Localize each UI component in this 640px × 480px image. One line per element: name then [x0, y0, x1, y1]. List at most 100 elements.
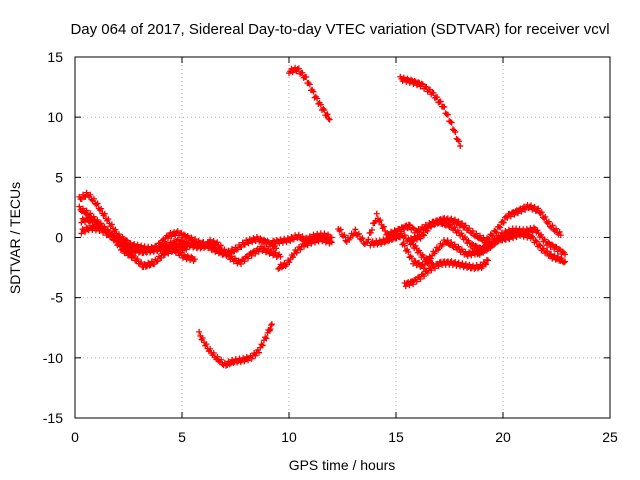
- data-point: [373, 210, 380, 217]
- data-point: [401, 226, 408, 233]
- data-point: [380, 223, 387, 230]
- data-point: [272, 249, 279, 256]
- data-point: [241, 258, 248, 265]
- data-point: [495, 223, 502, 230]
- data-point: [314, 95, 321, 102]
- data-point: [447, 221, 454, 228]
- data-point: [555, 253, 562, 260]
- data-point: [537, 210, 544, 217]
- data-point: [258, 341, 265, 348]
- data-point: [101, 210, 108, 217]
- data-point: [311, 239, 318, 246]
- data-point: [90, 195, 97, 202]
- data-point: [286, 259, 293, 266]
- data-point: [168, 233, 175, 240]
- data-point: [248, 355, 255, 362]
- data-point: [289, 235, 296, 242]
- data-point: [134, 243, 141, 250]
- data-point: [76, 203, 83, 210]
- data-point: [237, 260, 244, 267]
- data-point: [174, 246, 181, 253]
- data-point: [431, 221, 438, 228]
- data-point: [365, 236, 372, 243]
- data-point: [295, 231, 302, 238]
- data-point: [196, 328, 203, 335]
- data-point: [321, 230, 328, 237]
- data-point: [411, 77, 418, 84]
- data-point: [493, 229, 500, 236]
- data-point: [93, 201, 100, 208]
- data-point: [109, 232, 116, 239]
- data-point: [482, 261, 489, 268]
- data-point: [434, 94, 441, 101]
- data-point: [262, 334, 269, 341]
- data-point: [154, 258, 161, 265]
- data-point: [300, 243, 307, 250]
- data-point: [430, 89, 437, 96]
- chart-title: Day 064 of 2017, Sidereal Day-to-day VTE…: [70, 21, 609, 38]
- data-point: [485, 257, 492, 264]
- data-point: [263, 335, 270, 342]
- data-point: [108, 221, 115, 228]
- data-point: [268, 248, 275, 255]
- data-point: [214, 239, 221, 246]
- data-point: [476, 232, 483, 239]
- data-point: [452, 128, 459, 135]
- data-point: [536, 241, 543, 248]
- data-point: [427, 255, 434, 262]
- series-arc-15: [401, 256, 492, 290]
- data-point: [127, 250, 134, 257]
- data-point: [428, 267, 435, 274]
- y-tick-label: 15: [47, 49, 63, 65]
- data-point: [424, 269, 431, 276]
- data-point: [221, 246, 228, 253]
- data-point: [424, 260, 431, 267]
- data-point: [437, 98, 444, 105]
- data-point: [161, 238, 168, 245]
- x-tick-label: 20: [495, 429, 511, 445]
- data-point: [469, 228, 476, 235]
- data-point: [359, 235, 366, 242]
- data-point: [444, 237, 451, 244]
- data-point: [451, 216, 458, 223]
- data-point: [444, 219, 451, 226]
- data-point: [87, 191, 94, 198]
- data-point: [226, 361, 233, 368]
- data-point: [402, 283, 409, 290]
- data-point: [557, 232, 564, 239]
- data-point: [412, 242, 419, 249]
- data-point: [354, 231, 361, 238]
- data-point: [116, 236, 123, 243]
- data-point: [170, 244, 177, 251]
- data-point: [548, 250, 555, 257]
- data-point: [401, 242, 408, 249]
- data-point: [408, 255, 415, 262]
- data-point: [223, 362, 230, 369]
- data-point: [407, 76, 414, 83]
- data-point: [548, 241, 555, 248]
- data-point: [466, 225, 473, 232]
- data-point: [123, 247, 130, 254]
- data-point: [210, 237, 217, 244]
- data-point: [177, 249, 184, 256]
- data-point: [112, 226, 119, 233]
- data-point: [447, 118, 454, 125]
- data-point: [532, 237, 539, 244]
- data-point: [448, 239, 455, 246]
- data-point: [150, 248, 157, 255]
- data-point: [427, 86, 434, 93]
- data-point: [385, 238, 392, 245]
- data-point: [545, 239, 552, 246]
- data-point: [94, 200, 101, 207]
- x-tick-label: 15: [388, 429, 404, 445]
- data-point: [454, 227, 461, 234]
- data-point: [252, 352, 259, 359]
- data-point: [325, 115, 332, 122]
- data-point: [440, 218, 447, 225]
- y-tick-label: -10: [43, 350, 63, 366]
- data-point: [451, 224, 458, 231]
- data-point: [112, 234, 119, 241]
- data-point: [496, 234, 503, 241]
- series-arc-4: [78, 222, 198, 265]
